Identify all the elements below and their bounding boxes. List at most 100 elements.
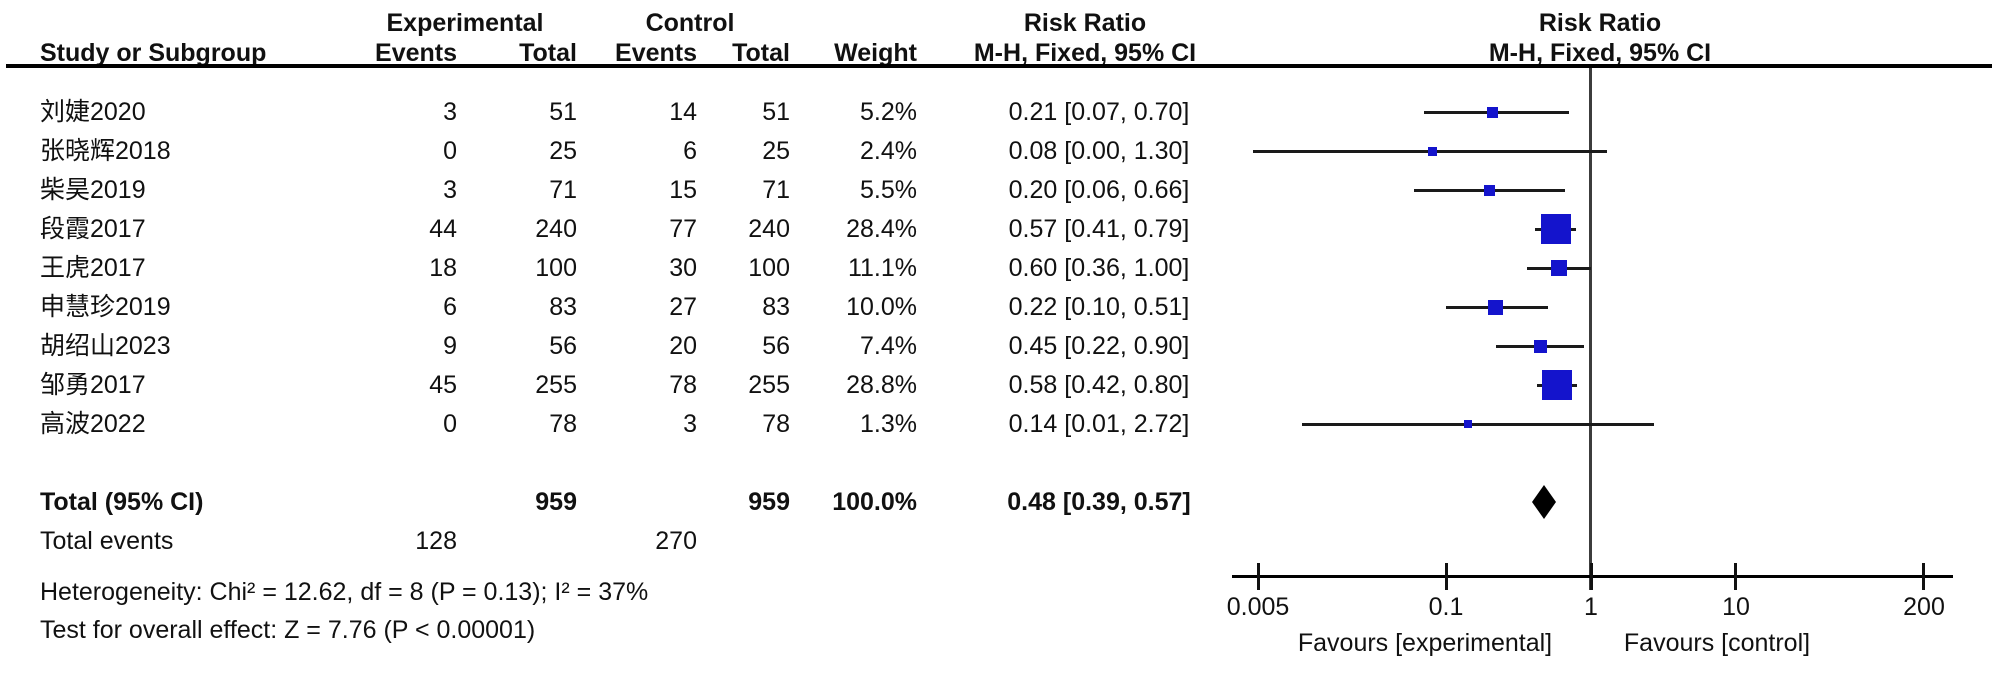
overall-effect-text: Test for overall effect: Z = 7.76 (P < 0… bbox=[40, 616, 536, 644]
favours-control-label: Favours [control] bbox=[1623, 629, 1811, 657]
col-group-experimental: Experimental bbox=[386, 9, 544, 37]
exp-total: 25 bbox=[549, 137, 577, 165]
axis-tick bbox=[1590, 563, 1593, 590]
weight: 5.5% bbox=[860, 176, 917, 204]
ctrl-events: 30 bbox=[669, 254, 697, 282]
axis-tick bbox=[1922, 563, 1925, 590]
rr-ci-label: 0.21 [0.07, 0.70] bbox=[1008, 98, 1190, 126]
exp-total: 240 bbox=[535, 215, 577, 243]
study-name: 张晓辉2018 bbox=[40, 137, 171, 165]
exp-total: 100 bbox=[535, 254, 577, 282]
col-exp-total: Total bbox=[519, 39, 577, 67]
col-weight: Weight bbox=[834, 39, 917, 67]
total-events-exp: 128 bbox=[415, 527, 457, 555]
favours-experimental-label: Favours [experimental] bbox=[1297, 629, 1553, 657]
exp-total: 78 bbox=[549, 410, 577, 438]
total-rr-ci-label: 0.48 [0.39, 0.57] bbox=[1007, 488, 1191, 516]
ctrl-events: 27 bbox=[669, 293, 697, 321]
weight: 5.2% bbox=[860, 98, 917, 126]
exp-total: 56 bbox=[549, 332, 577, 360]
study-name: 段霞2017 bbox=[40, 215, 146, 243]
rr-ci-label: 0.58 [0.42, 0.80] bbox=[1008, 371, 1190, 399]
ctrl-total: 51 bbox=[762, 98, 790, 126]
total-events-label: Total events bbox=[40, 527, 174, 555]
ctrl-events: 77 bbox=[669, 215, 697, 243]
weight: 28.8% bbox=[846, 371, 917, 399]
effect-square bbox=[1534, 340, 1547, 353]
col-risk-ratio-left: Risk Ratio bbox=[1023, 9, 1147, 37]
ci-line bbox=[1302, 423, 1654, 426]
study-name: 刘婕2020 bbox=[40, 98, 146, 126]
exp-events: 18 bbox=[429, 254, 457, 282]
effect-square bbox=[1551, 260, 1567, 276]
ctrl-events: 78 bbox=[669, 371, 697, 399]
rr-ci-label: 0.22 [0.10, 0.51] bbox=[1008, 293, 1190, 321]
rr-ci-label: 0.08 [0.00, 1.30] bbox=[1008, 137, 1190, 165]
weight: 2.4% bbox=[860, 137, 917, 165]
ctrl-total: 255 bbox=[748, 371, 790, 399]
study-name: 胡绍山2023 bbox=[40, 332, 171, 360]
effect-square bbox=[1484, 185, 1495, 196]
ctrl-total: 71 bbox=[762, 176, 790, 204]
rr-ci-label: 0.45 [0.22, 0.90] bbox=[1008, 332, 1190, 360]
heterogeneity-text: Heterogeneity: Chi² = 12.62, df = 8 (P =… bbox=[40, 578, 649, 606]
header-underline bbox=[6, 64, 1992, 68]
effect-square bbox=[1464, 420, 1472, 428]
weight: 7.4% bbox=[860, 332, 917, 360]
study-name: 柴昊2019 bbox=[40, 176, 146, 204]
exp-events: 0 bbox=[443, 137, 457, 165]
axis-tick-label: 0.005 bbox=[1226, 593, 1290, 621]
effect-square bbox=[1428, 147, 1437, 156]
ctrl-events: 14 bbox=[669, 98, 697, 126]
study-name: 邹勇2017 bbox=[40, 371, 146, 399]
weight: 10.0% bbox=[846, 293, 917, 321]
axis-tick bbox=[1257, 563, 1260, 590]
exp-events: 45 bbox=[429, 371, 457, 399]
axis-tick-label: 0.1 bbox=[1428, 593, 1464, 621]
exp-events: 3 bbox=[443, 176, 457, 204]
effect-square bbox=[1541, 214, 1571, 244]
ctrl-events: 6 bbox=[683, 137, 697, 165]
effect-square bbox=[1542, 370, 1572, 400]
axis-tick-label: 1 bbox=[1584, 593, 1598, 621]
total-ctrl-total: 959 bbox=[748, 488, 790, 516]
ctrl-events: 3 bbox=[683, 410, 697, 438]
rr-ci-label: 0.14 [0.01, 2.72] bbox=[1008, 410, 1190, 438]
study-name: 高波2022 bbox=[40, 410, 146, 438]
total-exp-total: 959 bbox=[535, 488, 577, 516]
exp-total: 71 bbox=[549, 176, 577, 204]
ctrl-total: 240 bbox=[748, 215, 790, 243]
axis-tick bbox=[1445, 563, 1448, 590]
exp-events: 6 bbox=[443, 293, 457, 321]
rr-ci-label: 0.57 [0.41, 0.79] bbox=[1008, 215, 1190, 243]
rr-ci-label: 0.60 [0.36, 1.00] bbox=[1008, 254, 1190, 282]
effect-square bbox=[1487, 107, 1498, 118]
weight: 28.4% bbox=[846, 215, 917, 243]
study-name: 申慧珍2019 bbox=[40, 293, 171, 321]
total-row-label: Total (95% CI) bbox=[40, 488, 204, 516]
ctrl-events: 20 bbox=[669, 332, 697, 360]
weight: 11.1% bbox=[847, 254, 917, 282]
exp-events: 3 bbox=[443, 98, 457, 126]
ctrl-events: 15 bbox=[669, 176, 697, 204]
effect-square bbox=[1488, 300, 1503, 315]
col-ctrl-events: Events bbox=[615, 39, 697, 67]
axis-tick bbox=[1734, 563, 1737, 590]
col-risk-ratio-right: Risk Ratio bbox=[1538, 9, 1662, 37]
null-effect-line bbox=[1589, 68, 1592, 590]
weight: 1.3% bbox=[860, 410, 917, 438]
ctrl-total: 78 bbox=[762, 410, 790, 438]
ctrl-total: 56 bbox=[762, 332, 790, 360]
exp-events: 0 bbox=[443, 410, 457, 438]
exp-total: 255 bbox=[535, 371, 577, 399]
col-group-control: Control bbox=[645, 9, 735, 37]
ctrl-total: 83 bbox=[762, 293, 790, 321]
col-exp-events: Events bbox=[375, 39, 457, 67]
col-ctrl-total: Total bbox=[732, 39, 790, 67]
total-events-ctrl: 270 bbox=[655, 527, 697, 555]
exp-total: 83 bbox=[549, 293, 577, 321]
study-name: 王虎2017 bbox=[40, 254, 146, 282]
exp-events: 44 bbox=[429, 215, 457, 243]
total-weight: 100.0% bbox=[832, 488, 917, 516]
